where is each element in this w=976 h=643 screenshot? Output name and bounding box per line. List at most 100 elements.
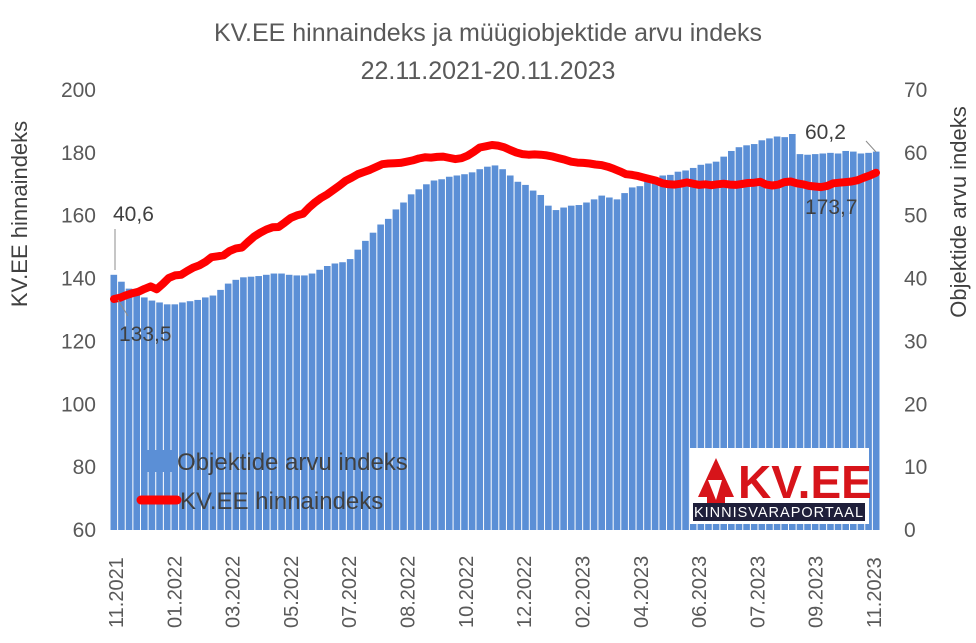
annotation-line-end: 173,7 xyxy=(805,196,858,219)
right-tick-label: 70 xyxy=(904,79,927,102)
annotation-leader xyxy=(117,299,129,317)
bar xyxy=(247,276,255,530)
x-tick-label: 06.2023 xyxy=(689,556,711,628)
bar xyxy=(331,263,339,530)
bar xyxy=(712,161,720,530)
x-tick-label: 03.2022 xyxy=(223,556,245,628)
x-axis-ticks: 11.2021 01.2022 03.2022 05.2022 07.2022 08.20… xyxy=(106,556,886,628)
bar xyxy=(606,197,613,531)
bar xyxy=(720,156,728,530)
bar xyxy=(506,175,514,531)
bar xyxy=(819,153,827,531)
chart-title: KV.EE hinnaindeks ja müügiobjektide arvu… xyxy=(214,19,762,47)
legend-label-line: KV.EE hinnaindeks xyxy=(180,488,383,515)
bar xyxy=(567,205,575,530)
bar xyxy=(445,176,453,531)
right-axis-ticks: 0 10 20 30 40 50 60 70 xyxy=(904,79,927,542)
annotation-leader xyxy=(865,140,877,153)
right-tick-label: 50 xyxy=(904,205,927,228)
bar xyxy=(392,209,400,530)
bar xyxy=(545,205,552,530)
x-tick-label: 08.2022 xyxy=(398,556,420,628)
bar xyxy=(270,273,278,530)
bar xyxy=(461,174,468,531)
bar xyxy=(552,210,560,530)
bar xyxy=(240,277,247,530)
bar xyxy=(141,297,148,530)
x-tick-label: 12.2022 xyxy=(514,556,536,628)
bar xyxy=(674,171,682,530)
bar xyxy=(133,295,140,530)
bar xyxy=(598,195,606,530)
right-tick-label: 20 xyxy=(904,393,927,416)
bar-series xyxy=(110,134,880,531)
cursor-icon xyxy=(708,480,722,500)
bar xyxy=(484,166,491,530)
right-tick-label: 60 xyxy=(904,142,927,165)
bar xyxy=(842,150,849,530)
logo-banner xyxy=(693,503,865,521)
bar xyxy=(232,279,240,530)
bar xyxy=(171,304,179,530)
bar xyxy=(354,249,362,530)
bar xyxy=(575,205,583,530)
bar xyxy=(407,194,415,530)
x-tick-label: 01.2022 xyxy=(164,556,186,628)
bar xyxy=(827,152,834,531)
bar xyxy=(560,207,567,531)
bar xyxy=(773,136,781,530)
line-series xyxy=(110,141,880,303)
bar xyxy=(796,154,804,531)
bar xyxy=(323,266,331,530)
bar xyxy=(628,187,636,530)
x-tick-label: 04.2023 xyxy=(631,556,653,628)
bar xyxy=(804,154,811,531)
x-tick-label: 11.2021 xyxy=(106,557,128,628)
right-tick-label: 10 xyxy=(904,456,927,479)
bar xyxy=(636,186,644,531)
chart-subtitle: 22.11.2021-20.11.2023 xyxy=(361,57,616,85)
bar xyxy=(255,276,262,530)
logo-text: KV.EE xyxy=(738,456,872,508)
left-axis-label: KV.EE hinnaindeks xyxy=(7,121,32,307)
bar xyxy=(529,190,537,530)
bar xyxy=(621,193,628,530)
bar xyxy=(423,184,430,531)
bar xyxy=(224,283,232,530)
bar xyxy=(499,169,506,530)
bar xyxy=(453,175,461,531)
bar xyxy=(834,153,842,531)
x-tick-label: 11.2023 xyxy=(864,557,886,628)
bar xyxy=(285,274,293,530)
bar xyxy=(209,295,217,530)
bar xyxy=(743,145,750,530)
bar xyxy=(415,189,423,530)
bar xyxy=(682,170,689,530)
bar xyxy=(316,269,323,530)
bar xyxy=(468,172,476,530)
legend: Objektide arvu indeks KV.EE hinnaindeks xyxy=(136,449,408,515)
bar xyxy=(766,138,773,530)
bar xyxy=(362,240,369,531)
bar xyxy=(179,302,186,530)
bar xyxy=(811,154,819,531)
left-tick-label: 200 xyxy=(61,79,96,102)
bar xyxy=(308,273,316,530)
bar xyxy=(872,151,880,530)
bar xyxy=(339,262,346,530)
legend-label-bars: Objektide arvu indeks xyxy=(177,449,408,476)
bar xyxy=(400,202,407,530)
left-tick-label: 100 xyxy=(61,393,96,416)
bar xyxy=(194,299,201,530)
bar xyxy=(156,302,163,530)
x-tick-label: 07.2022 xyxy=(339,556,361,628)
bar xyxy=(369,232,377,530)
bar xyxy=(651,178,659,530)
x-tick-label: 10.2022 xyxy=(456,556,478,628)
left-tick-label: 160 xyxy=(61,205,96,228)
annotation-bar-start: 40,6 xyxy=(113,203,154,226)
bar xyxy=(613,199,621,530)
left-tick-label: 140 xyxy=(61,268,96,291)
bar xyxy=(644,181,651,530)
